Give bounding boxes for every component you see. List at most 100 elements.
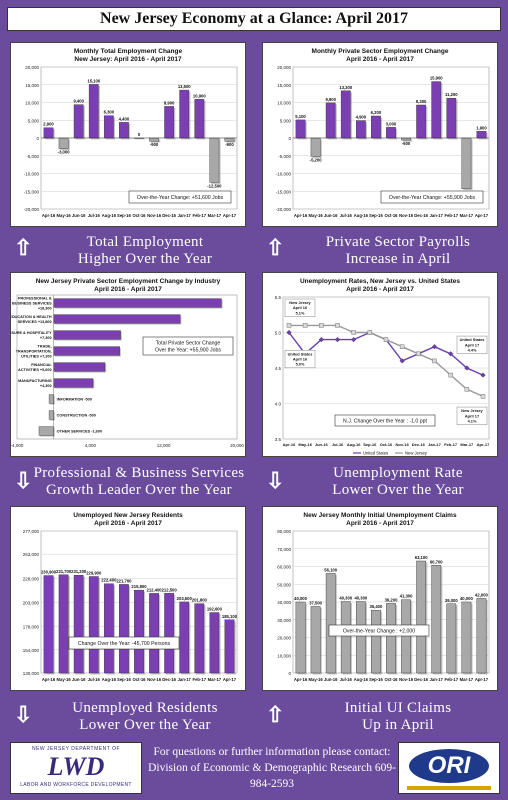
page-title: New Jersey Economy at a Glance: April 20… xyxy=(100,10,408,27)
x-tick-label: Mar-17 xyxy=(460,677,474,682)
bar-data-label: 15,100 xyxy=(87,78,100,83)
arrow-up-icon: ⇧ xyxy=(266,235,285,260)
bar-category-label: SERVICES +13,800 xyxy=(18,320,52,324)
series-point xyxy=(399,358,405,364)
caption-unemployed-residents: Unemployed Residents Lower Over the Year xyxy=(40,700,250,734)
bar-data-label: 201,800 xyxy=(192,598,208,603)
bar-category-label: INFORMATION -500 xyxy=(57,398,92,402)
legend-label: New Jersey xyxy=(405,451,428,456)
y-tick-label: 10,000 xyxy=(25,101,39,106)
lwd-logo-top-text: NEW JERSEY DEPARTMENT OF xyxy=(31,746,121,752)
arrow-down-icon: ⇩ xyxy=(14,468,33,493)
y-tick-label: 253,000 xyxy=(23,552,40,557)
x-tick-label: Mar-17 xyxy=(460,442,474,447)
y-tick-label: 277,000 xyxy=(23,529,40,534)
panel-unemployed-residents: Unemployed New Jersey Residents April 201… xyxy=(10,506,246,691)
series-point xyxy=(480,394,486,399)
x-tick-label: Jul-16 xyxy=(88,213,101,218)
bar xyxy=(38,426,54,436)
y-tick-label: 3.5 xyxy=(275,437,282,442)
bar-data-label: 5,100 xyxy=(295,114,306,119)
bar-data-label: 13,500 xyxy=(178,84,191,89)
bar xyxy=(224,619,235,674)
bar xyxy=(149,137,159,142)
bar xyxy=(340,90,351,139)
bar-data-label: 9,400 xyxy=(73,99,84,104)
caption-line: Higher Over the Year xyxy=(77,251,213,267)
ori-logo: ORI xyxy=(398,742,500,794)
caption-industry: Professional & Business Services Growth … xyxy=(26,465,252,499)
bar xyxy=(476,598,487,674)
y-tick-label: 203,000 xyxy=(23,600,40,605)
bar-category-label: UTILITIES +7,200 xyxy=(21,355,52,359)
y-tick-label: 80,000 xyxy=(277,529,291,534)
chart-subtitle: April 2016 - April 2017 xyxy=(94,520,162,527)
x-tick-label: Oct-16 xyxy=(132,677,146,682)
chart-annotation: N.J. Change Over the Year : -1.0 ppt xyxy=(343,419,427,425)
bar-data-label: 2,900 xyxy=(43,122,54,127)
series-point xyxy=(286,329,292,336)
bar xyxy=(340,601,351,674)
bar-data-label: 11,200 xyxy=(445,92,458,97)
x-tick-label: Sep-16 xyxy=(369,677,383,682)
bar-category-label: TRANSPORTATION, xyxy=(16,350,52,354)
series-point xyxy=(464,387,470,392)
x-tick-label: Sep-16 xyxy=(117,213,131,218)
bar xyxy=(295,601,306,674)
bar-data-label: 40,300 xyxy=(354,595,367,600)
bar-data-label: 40,000 xyxy=(294,596,307,601)
y-tick-label: 178,000 xyxy=(23,625,40,630)
chart-annotation: Total Private Sector Change xyxy=(156,341,221,347)
panel-industry-change: New Jersey Private Sector Employment Cha… xyxy=(10,272,246,457)
lwd-logo: NEW JERSEY DEPARTMENT OF LWD LABOR AND W… xyxy=(10,742,142,794)
point-label-us-start: April 16 xyxy=(293,356,308,361)
bar-data-label: 39,200 xyxy=(385,597,398,602)
bar-data-label: 40,000 xyxy=(460,596,473,601)
bar-category-label: LEISURE & HOSPITALITY xyxy=(11,331,52,335)
x-tick-label: Feb-17 xyxy=(444,442,458,447)
series-point xyxy=(464,365,470,371)
point-label-nj-end-box xyxy=(456,406,488,425)
x-tick-label: Oct-16 xyxy=(384,677,398,682)
bar xyxy=(461,137,472,189)
chart-annotation: Change Over the Year: -45,700 Persons xyxy=(78,641,171,647)
chart-title: Unemployment Rates, New Jersey vs. Unite… xyxy=(300,278,460,285)
bar-category-label: +7,300 xyxy=(40,336,52,340)
caption-line: Unemployed Residents xyxy=(72,700,218,716)
bar-category-label: OTHER SERVICES -1,600 xyxy=(57,430,102,434)
series-point xyxy=(431,344,438,350)
x-tick-label: 12,000 xyxy=(157,443,171,448)
series-point xyxy=(351,330,356,335)
y-tick-label: 4.0 xyxy=(275,402,282,407)
bar-data-label: 42,000 xyxy=(475,592,488,597)
y-tick-label: 5.0 xyxy=(275,331,282,336)
bar xyxy=(43,575,54,674)
bar xyxy=(53,314,181,324)
series-point xyxy=(432,358,437,364)
y-tick-label: -10,000 xyxy=(276,172,292,177)
x-tick-label: Aug-16 xyxy=(354,213,369,218)
bar-data-label: 192,600 xyxy=(207,607,223,612)
bar-data-label: 0 xyxy=(138,132,141,137)
bar-category-label: EDUCATION & HEALTH xyxy=(11,315,52,319)
x-tick-label: Jan-17 xyxy=(430,677,444,682)
chart-industry-change: New Jersey Private Sector Employment Cha… xyxy=(11,278,244,448)
series-point xyxy=(399,344,405,349)
bar xyxy=(164,106,175,139)
bar xyxy=(119,584,129,674)
x-tick-label: Mar-17 xyxy=(208,677,222,682)
x-tick-label: Mar-17 xyxy=(208,213,222,218)
y-tick-label: 0 xyxy=(36,136,39,141)
x-tick-label: Feb-17 xyxy=(445,677,459,682)
x-tick-label: Feb-17 xyxy=(445,213,459,218)
bar-data-label: -900 xyxy=(150,142,159,147)
bar-data-label: 10,900 xyxy=(193,93,206,98)
caption-initial-claims: Initial UI Claims Up in April xyxy=(292,700,504,734)
y-tick-label: 15,000 xyxy=(25,83,39,88)
x-tick-label: Jan-17 xyxy=(430,213,444,218)
x-tick-label: Aug-16 xyxy=(354,677,369,682)
y-tick-label: 228,000 xyxy=(23,576,40,581)
x-tick-label: Sep-16 xyxy=(369,213,383,218)
chart-subtitle: New Jersey: April 2016 - April 2017 xyxy=(74,56,182,63)
